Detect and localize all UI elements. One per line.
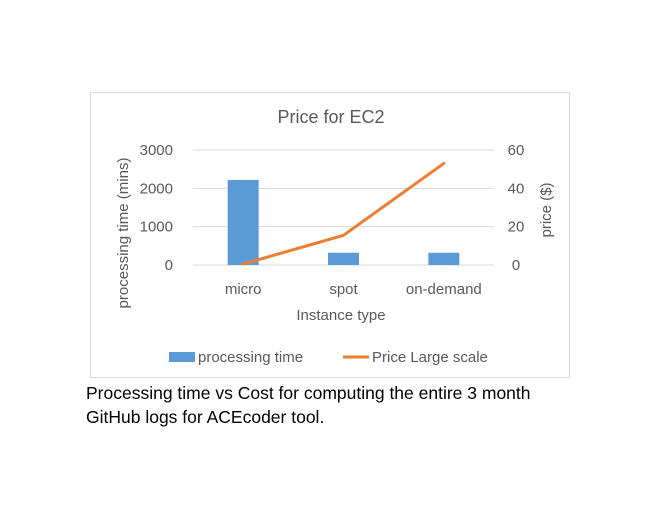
legend-label-price-large-scale: Price Large scale: [372, 349, 488, 366]
caption-line-1: Processing time vs Cost for computing th…: [86, 383, 531, 403]
right-tick-label: 40: [508, 180, 525, 197]
chart-frame: Price for EC2 0 1000 2000 3000 0 20 40 60 micr…: [90, 92, 570, 378]
figure-caption: Processing time vs Cost for computing th…: [86, 381, 596, 429]
bar-series: [227, 179, 460, 265]
legend-label-processing-time: processing time: [198, 349, 303, 366]
category-label: on-demand: [406, 281, 482, 298]
combo-chart: Price for EC2 0 1000 2000 3000 0 20 40 60 micr…: [115, 107, 555, 366]
category-label: micro: [225, 281, 262, 298]
chart-title: Price for EC2: [277, 107, 384, 127]
y2-axis-title: price ($): [538, 182, 555, 237]
category-label: spot: [329, 281, 358, 298]
category-axis-ticks: micro spot on-demand: [225, 281, 482, 298]
left-tick-label: 3000: [140, 142, 173, 159]
right-tick-label: 0: [512, 257, 520, 274]
legend-swatch-processing-time: [169, 352, 195, 362]
x-axis-title: Instance type: [296, 307, 385, 324]
left-tick-label: 1000: [140, 219, 173, 236]
left-axis-ticks: 0 1000 2000 3000: [140, 142, 173, 274]
left-tick-label: 0: [165, 257, 173, 274]
left-tick-label: 2000: [140, 180, 173, 197]
line-series: [241, 161, 446, 266]
right-axis-ticks: 0 20 40 60: [508, 142, 525, 274]
bar-spot: [328, 252, 359, 265]
right-tick-label: 20: [508, 219, 525, 236]
right-tick-label: 60: [508, 142, 525, 159]
bar-on-demand: [428, 252, 460, 265]
caption-line-2: GitHub logs for ACEcoder tool.: [86, 407, 325, 427]
y-axis-title: processing time (mins): [115, 158, 132, 309]
line-price-large-scale: [241, 161, 446, 266]
bar-micro: [227, 179, 259, 265]
legend: processing time Price Large scale: [169, 349, 488, 366]
